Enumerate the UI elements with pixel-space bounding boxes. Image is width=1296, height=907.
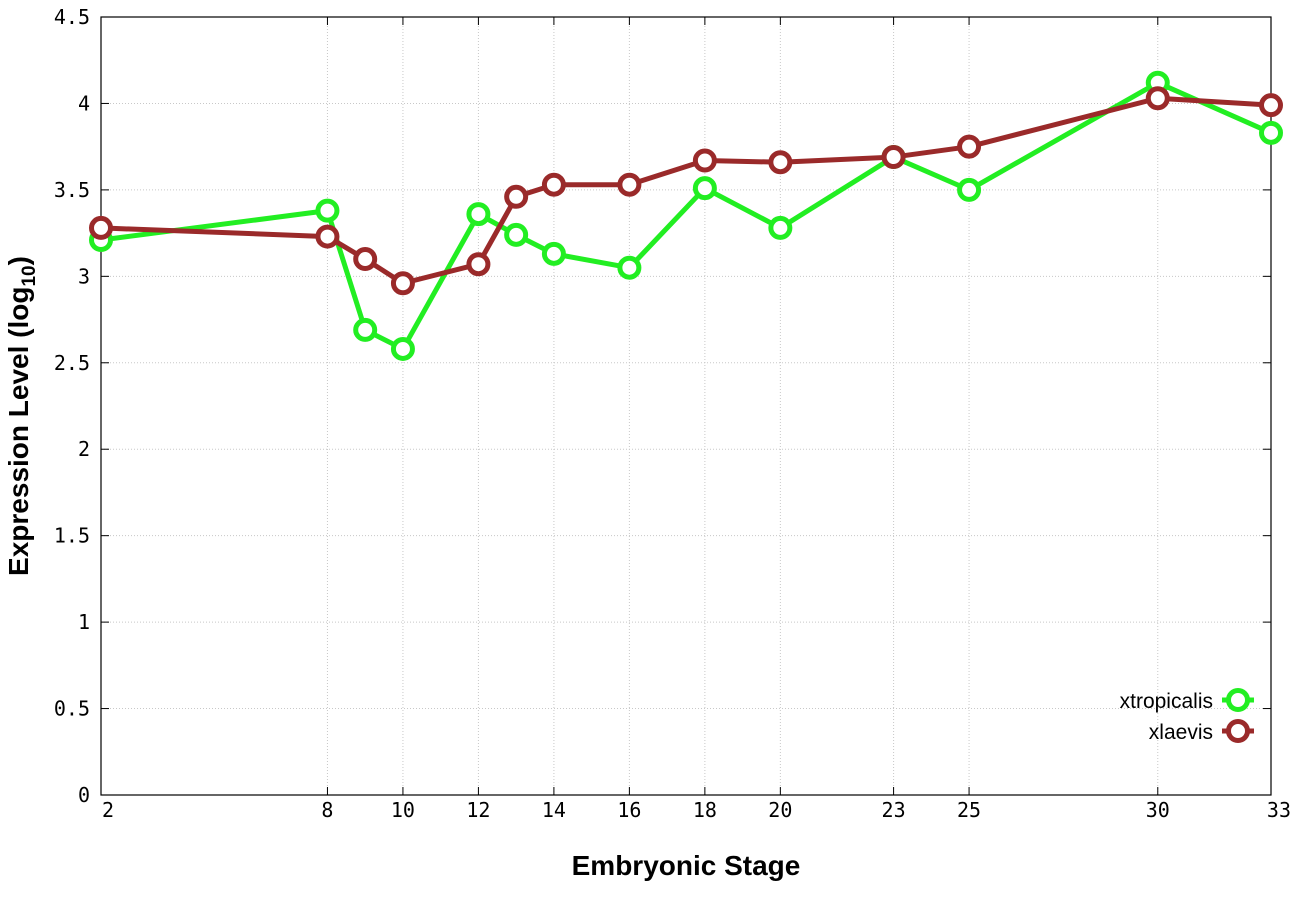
x-tick-label: 25: [957, 798, 981, 822]
x-tick-label: 33: [1267, 798, 1291, 822]
y-tick-label: 0.5: [54, 697, 90, 721]
data-point: [315, 224, 340, 249]
series-xlaevis: [89, 86, 1283, 296]
y-tick-label: 1: [78, 610, 90, 634]
y-tick-label: 0: [78, 783, 90, 807]
data-point: [692, 148, 717, 173]
data-point: [504, 184, 529, 209]
x-tick-label: 14: [542, 798, 566, 822]
data-point: [881, 145, 906, 170]
legend-marker: [1226, 688, 1250, 712]
x-tick-label: 10: [391, 798, 415, 822]
y-tick-label: 4: [78, 91, 90, 115]
x-axis-title: Embryonic Stage: [572, 850, 801, 881]
x-tick-label: 2: [102, 798, 114, 822]
x-tick-label: 18: [693, 798, 717, 822]
y-tick-label: 3: [78, 264, 90, 288]
y-tick-label: 4.5: [54, 5, 90, 29]
x-tick-label: 23: [882, 798, 906, 822]
data-point: [390, 336, 415, 361]
y-tick-label: 3.5: [54, 178, 90, 202]
data-point: [957, 177, 982, 202]
data-point: [768, 215, 793, 240]
y-tick-label: 1.5: [54, 524, 90, 548]
data-point: [617, 255, 642, 280]
data-point: [466, 202, 491, 227]
legend-item-xtropicalis: xtropicalis: [1120, 688, 1254, 713]
y-tick-label: 2.5: [54, 351, 90, 375]
data-point: [1259, 120, 1283, 145]
data-point: [692, 176, 717, 201]
y-axis-title: Expression Level (log10): [3, 256, 40, 576]
series-xtropicalis: [89, 70, 1283, 361]
data-point: [466, 252, 491, 277]
legend-item-xlaevis: xlaevis: [1149, 719, 1254, 744]
x-tick-label: 20: [768, 798, 792, 822]
data-point: [353, 247, 378, 272]
y-tick-label: 2: [78, 437, 90, 461]
x-tick-label: 12: [466, 798, 490, 822]
y-axis-title-close: ): [3, 256, 34, 265]
x-tick-label: 16: [617, 798, 641, 822]
x-tick-label: 30: [1146, 798, 1170, 822]
data-point: [89, 215, 113, 240]
legend-marker: [1226, 719, 1250, 743]
data-point: [541, 172, 566, 197]
legend-label: xtropicalis: [1120, 690, 1213, 713]
legend: xtropicalis xlaevis: [1120, 688, 1254, 744]
y-axis-title-subscript: 10: [19, 265, 40, 286]
grid: [101, 17, 1271, 795]
data-point: [315, 198, 340, 223]
data-point: [768, 150, 793, 175]
x-tick-label: 8: [321, 798, 333, 822]
data-point: [390, 271, 415, 296]
series-line: [100, 95, 1272, 286]
data-point: [541, 241, 566, 266]
data-point: [353, 317, 378, 342]
axis-ticks: 0 0.5 1 1.5 2 2.5 3 3.5 4 4.5 2 8 10 12 14 16 18 20 23 25 30…: [54, 5, 1291, 822]
legend-label: xlaevis: [1149, 721, 1213, 744]
series-line: [100, 80, 1273, 352]
data-point: [957, 134, 982, 159]
plot-frame: [100, 16, 1272, 796]
data-point: [1259, 93, 1283, 118]
series-layer: [89, 70, 1283, 361]
data-point: [1145, 86, 1170, 111]
data-point: [617, 172, 642, 197]
data-point: [504, 222, 529, 247]
y-axis-title-main: Expression Level (log: [3, 287, 34, 576]
